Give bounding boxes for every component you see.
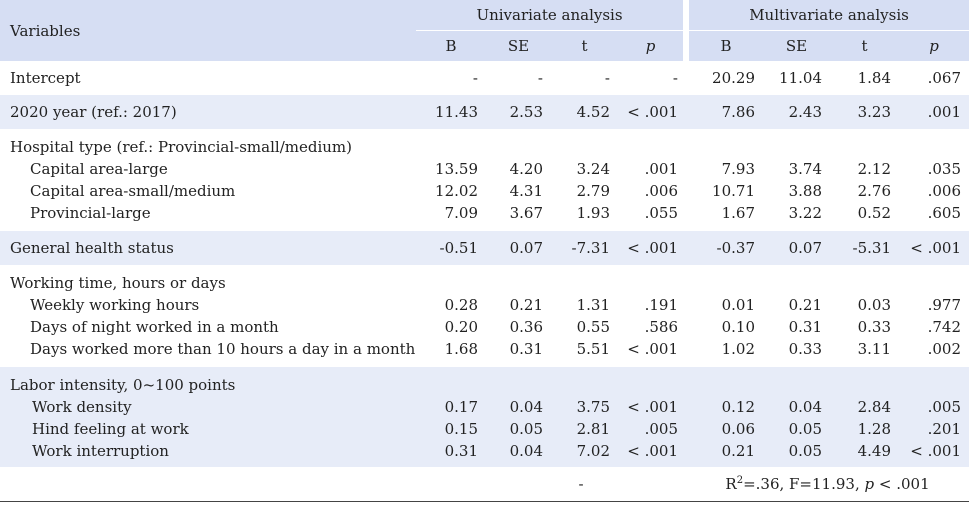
sub-label: Weekly working hours xyxy=(30,296,200,314)
table-row: General health status -0.51 0.07 -7.31 <… xyxy=(0,231,969,265)
cell: 0.21 0.36 0.31 xyxy=(509,296,543,358)
p-label: p xyxy=(864,474,875,493)
row-label: Intercept xyxy=(10,69,81,87)
col-t: t xyxy=(551,30,618,61)
cell: 0.01 0.10 1.02 xyxy=(721,296,755,358)
col-p: p xyxy=(618,30,686,61)
group-title: Labor intensity, 0~100 points xyxy=(10,376,236,394)
sub-label: Capital area-small/medium xyxy=(30,182,236,200)
cell: 0.28 0.20 1.68 xyxy=(444,296,478,358)
table-row: Labor intensity, 0~100 points Work densi… xyxy=(0,367,969,467)
r2-superscript: 2 xyxy=(736,474,744,486)
p-value: < .001 xyxy=(878,474,930,493)
multivariate-summary: R2=.36, F=11.93, p < .001 xyxy=(686,467,969,501)
sub-label: Hind feeling at work xyxy=(32,420,189,438)
cell: .001 xyxy=(899,95,969,129)
cell: 0.17 0.15 0.31 xyxy=(416,367,486,467)
cell: < .001 xyxy=(618,231,686,265)
sub-label: Work interruption xyxy=(32,442,169,460)
cell: 2.84 1.28 4.49 xyxy=(830,367,899,467)
cell: 0.03 0.33 3.11 xyxy=(857,296,891,358)
table-row: 2020 year (ref.: 2017) 11.43 2.53 4.52 <… xyxy=(0,95,969,129)
cell: - xyxy=(604,69,610,87)
cell: -7.31 xyxy=(551,231,618,265)
cell: 3.23 xyxy=(830,95,899,129)
row-label: Hospital type (ref.: Provincial-small/me… xyxy=(0,129,416,231)
col-t-multi: t xyxy=(830,30,899,61)
sub-label: Work density xyxy=(32,398,132,416)
cell: 2.43 xyxy=(763,95,830,129)
cell: 0.21 0.31 0.33 xyxy=(788,296,822,358)
cell: 3.75 2.81 7.02 xyxy=(551,367,618,467)
cell: - xyxy=(672,69,678,87)
cell: -5.31 xyxy=(830,231,899,265)
sub-label: Provincial-large xyxy=(30,204,151,222)
cell: - xyxy=(472,69,478,87)
row-label: 2020 year (ref.: 2017) xyxy=(0,95,416,129)
cell: .067 xyxy=(927,69,962,87)
r2-label: R xyxy=(725,474,737,493)
univariate-header: Univariate analysis xyxy=(416,0,686,31)
group-title: Hospital type (ref.: Provincial-small/me… xyxy=(10,138,352,156)
sub-label: Days worked more than 10 hours a day in … xyxy=(30,340,416,358)
col-se-multi: SE xyxy=(763,30,830,61)
cell: - xyxy=(537,69,543,87)
cell: 0.04 0.05 0.05 xyxy=(763,367,830,467)
cell: 3.74 3.88 3.22 xyxy=(788,160,822,222)
cell: 7.86 xyxy=(686,95,763,129)
cell: .977.742.002 xyxy=(927,296,962,358)
col-se: SE xyxy=(486,30,551,61)
cell: -0.37 xyxy=(686,231,763,265)
cell: 4.52 xyxy=(551,95,618,129)
cell: 2.53 xyxy=(486,95,551,129)
row-label: Working time, hours or days Weekly worki… xyxy=(0,265,416,367)
col-p-multi: p xyxy=(899,30,969,61)
sub-label: Capital area-large xyxy=(30,160,168,178)
cell: .035.006.605 xyxy=(927,160,962,222)
row-label: General health status xyxy=(0,231,416,265)
cell: 0.07 xyxy=(763,231,830,265)
cell: .001.006.055 xyxy=(644,160,678,222)
r2-value: =.36, F=11.93, xyxy=(743,474,860,493)
group-title: Working time, hours or days xyxy=(10,274,226,292)
cell: .005.201 < .001 xyxy=(899,367,969,467)
cell: 2.12 2.76 0.52 xyxy=(857,160,891,222)
univariate-summary: - xyxy=(578,474,584,493)
variables-header: Variables xyxy=(0,0,416,61)
table-row: Hospital type (ref.: Provincial-small/me… xyxy=(0,129,969,231)
cell: 1.31 0.55 5.51 xyxy=(576,296,610,358)
cell: 0.04 0.05 0.04 xyxy=(486,367,551,467)
cell: 0.07 xyxy=(486,231,551,265)
cell: -0.51 xyxy=(416,231,486,265)
cell: < .001.005 < .001 xyxy=(618,367,686,467)
row-label: Labor intensity, 0~100 points Work densi… xyxy=(0,367,416,467)
col-b: B xyxy=(416,30,486,61)
table-row: Intercept - - - - 20.29 11.04 1.84 .067 xyxy=(0,61,969,95)
summary-row: - R2=.36, F=11.93, p < .001 xyxy=(0,467,969,501)
cell: 3.24 2.79 1.93 xyxy=(576,160,610,222)
cell: < .001 xyxy=(618,95,686,129)
cell: 1.84 xyxy=(857,69,891,87)
sub-label: Days of night worked in a month xyxy=(30,318,279,336)
cell: 13.59 12.02 7.09 xyxy=(435,160,478,222)
cell: 20.29 xyxy=(712,69,755,87)
cell: 11.43 xyxy=(416,95,486,129)
cell: 4.20 4.31 3.67 xyxy=(509,160,543,222)
cell: 11.04 xyxy=(779,69,822,87)
table-row: Working time, hours or days Weekly worki… xyxy=(0,265,969,367)
cell: 0.12 0.06 0.21 xyxy=(686,367,763,467)
cell: < .001 xyxy=(899,231,969,265)
cell: 7.93 10.71 1.67 xyxy=(712,160,755,222)
col-b-multi: B xyxy=(683,30,763,61)
multivariate-header: Multivariate analysis xyxy=(682,0,969,31)
cell: .191.586 < .001 xyxy=(627,296,678,358)
